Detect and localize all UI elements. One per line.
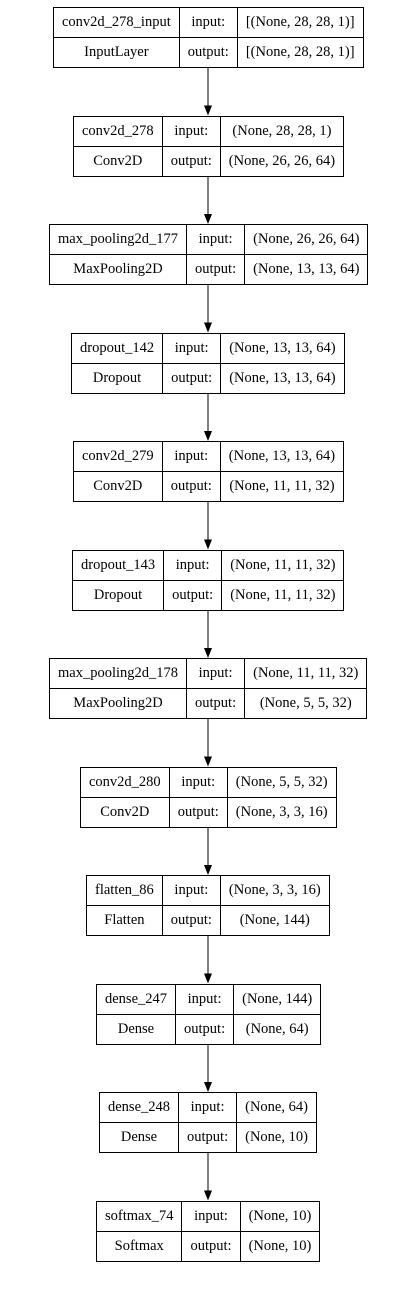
output-shape: (None, 3, 3, 16) xyxy=(235,803,328,820)
arrow-head-icon xyxy=(204,214,212,224)
output-shape: (None, 11, 11, 32) xyxy=(230,586,336,603)
output-shape: (None, 64) xyxy=(245,1020,309,1037)
output-shape: (None, 11, 11, 32) xyxy=(229,478,335,494)
layer-type: InputLayer xyxy=(53,37,180,68)
output-label: output: xyxy=(179,37,238,68)
input-shape: (None, 28, 28, 1) xyxy=(220,116,344,147)
input-label: input: xyxy=(163,550,223,581)
input-shape: (None, 13, 13, 64) xyxy=(220,441,344,472)
layer-node-3: dropout_142 input: (None, 13, 13, 64) Dropo… xyxy=(71,332,345,394)
output-label: output: xyxy=(162,471,221,502)
input-label: input: xyxy=(186,224,246,255)
input-shape: (None, 26, 26, 64) xyxy=(244,224,368,255)
layer-type: Conv2D xyxy=(80,797,170,827)
layer-name: conv2d_278_input xyxy=(53,7,180,38)
layer-node-4: conv2d_279 input: (None, 13, 13, 64) Conv2D… xyxy=(73,441,345,502)
output-label: output: xyxy=(163,580,223,610)
layer-node-1: conv2d_278 input: (None, 28, 28, 1) Conv2D o… xyxy=(73,115,345,177)
input-label: input: xyxy=(169,767,228,798)
input-label: input: xyxy=(178,1092,238,1123)
arrow-head-icon xyxy=(204,1190,212,1201)
arrow-head-icon xyxy=(204,105,212,116)
input-shape: (None, 13, 13, 64) xyxy=(220,333,345,364)
layer-node-10: dense_248 input: (None, 64) Dense output: (No… xyxy=(99,1092,317,1153)
input-shape: (None, 3, 3, 16) xyxy=(220,875,330,906)
layer-node-6: max_pooling2d_178 input: (None, 11, 11, 32… xyxy=(49,658,368,719)
layer-type: Conv2D xyxy=(73,471,163,502)
layer-node-11: softmax_74 input: (None, 10) Softmax output:… xyxy=(96,1200,321,1262)
output-shape: (None, 13, 13, 64) xyxy=(229,369,336,386)
layer-node-7: conv2d_280 input: (None, 5, 5, 32) Conv2D ou… xyxy=(80,766,337,828)
layer-type: Flatten xyxy=(86,905,163,936)
arrow-head-icon xyxy=(204,648,212,658)
input-label: input: xyxy=(179,7,238,38)
layer-name: max_pooling2d_177 xyxy=(49,224,188,255)
output-shape: [(None, 28, 28, 1)] xyxy=(245,44,355,60)
input-shape: (None, 11, 11, 32) xyxy=(244,658,367,689)
layer-type: MaxPooling2D xyxy=(49,254,188,285)
input-label: input: xyxy=(162,875,221,906)
layer-node-2: max_pooling2d_177 input: (None, 26, 26, 64… xyxy=(49,224,369,285)
output-label: output: xyxy=(186,254,246,285)
layer-type: Softmax xyxy=(96,1231,183,1261)
input-shape: (None, 11, 11, 32) xyxy=(221,550,344,581)
input-label: input: xyxy=(175,984,235,1015)
input-label: input: xyxy=(162,441,221,472)
layer-name: dropout_142 xyxy=(71,333,164,364)
layer-node-8: flatten_86 input: (None, 3, 3, 16) Flatten o… xyxy=(86,875,330,936)
layer-name: dropout_143 xyxy=(72,550,165,581)
input-label: input: xyxy=(186,658,246,689)
arrow-head-icon xyxy=(204,865,212,875)
output-shape: (None, 10) xyxy=(248,1237,312,1254)
output-shape: (None, 10) xyxy=(245,1129,308,1145)
arrow-head-icon xyxy=(204,756,212,767)
layer-type: Dropout xyxy=(71,363,164,393)
layer-name: conv2d_279 xyxy=(73,441,163,472)
arrow-head-icon xyxy=(204,431,212,441)
layer-name: conv2d_278 xyxy=(73,116,163,147)
layer-type: Dense xyxy=(99,1122,180,1153)
output-shape: (None, 5, 5, 32) xyxy=(259,695,352,711)
arrow-head-icon xyxy=(204,1082,212,1092)
output-label: output: xyxy=(181,1231,241,1261)
layer-name: softmax_74 xyxy=(96,1201,183,1232)
layer-node-9: dense_247 input: (None, 144) Dense output: (N… xyxy=(96,983,322,1045)
output-label: output: xyxy=(175,1014,235,1044)
arrow-head-icon xyxy=(204,539,212,550)
output-label: output: xyxy=(186,688,246,719)
layer-type: Conv2D xyxy=(73,146,163,176)
layer-type: Dense xyxy=(96,1014,177,1044)
output-label: output: xyxy=(162,905,221,936)
layer-name: max_pooling2d_178 xyxy=(49,658,188,689)
layer-name: flatten_86 xyxy=(86,875,163,906)
arrow-head-icon xyxy=(204,322,212,333)
layer-name: conv2d_280 xyxy=(80,767,170,798)
output-shape: (None, 13, 13, 64) xyxy=(253,261,360,277)
input-shape: (None, 144) xyxy=(233,984,321,1015)
layer-name: dense_247 xyxy=(96,984,177,1015)
input-label: input: xyxy=(181,1201,241,1232)
layer-node-0: conv2d_278_input input: [(None, 28, 28, 1)… xyxy=(53,7,364,68)
layer-type: Dropout xyxy=(72,580,165,610)
layer-name: dense_248 xyxy=(99,1092,180,1123)
output-label: output: xyxy=(169,797,228,827)
input-shape: (None, 64) xyxy=(236,1092,317,1123)
layer-type: MaxPooling2D xyxy=(49,688,188,719)
output-label: output: xyxy=(162,363,222,393)
output-label: output: xyxy=(162,146,221,176)
input-label: input: xyxy=(162,116,221,147)
arrow-head-icon xyxy=(204,973,212,984)
input-label: input: xyxy=(162,333,222,364)
input-shape: (None, 5, 5, 32) xyxy=(227,767,337,798)
layer-node-5: dropout_143 input: (None, 11, 11, 32) Dropo… xyxy=(72,549,345,611)
output-label: output: xyxy=(178,1122,238,1153)
output-shape: (None, 144) xyxy=(239,912,310,928)
input-shape: (None, 10) xyxy=(240,1201,320,1232)
input-shape: [(None, 28, 28, 1)] xyxy=(237,7,364,38)
output-shape: (None, 26, 26, 64) xyxy=(228,152,336,169)
